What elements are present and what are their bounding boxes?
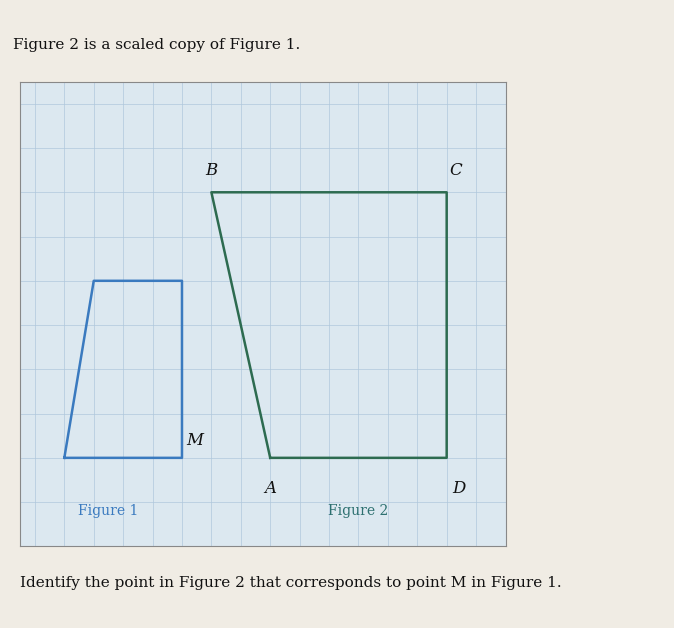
- Text: A: A: [264, 480, 276, 497]
- Text: Figure 2: Figure 2: [328, 504, 389, 518]
- Text: Figure 2 is a scaled copy of Figure 1.: Figure 2 is a scaled copy of Figure 1.: [13, 38, 301, 52]
- Text: D: D: [452, 480, 466, 497]
- Text: Figure 1: Figure 1: [78, 504, 139, 518]
- Text: B: B: [206, 162, 218, 179]
- Text: Identify the point in Figure 2 that corresponds to point M in Figure 1.: Identify the point in Figure 2 that corr…: [20, 576, 562, 590]
- Text: M: M: [187, 432, 204, 449]
- Text: C: C: [450, 162, 462, 179]
